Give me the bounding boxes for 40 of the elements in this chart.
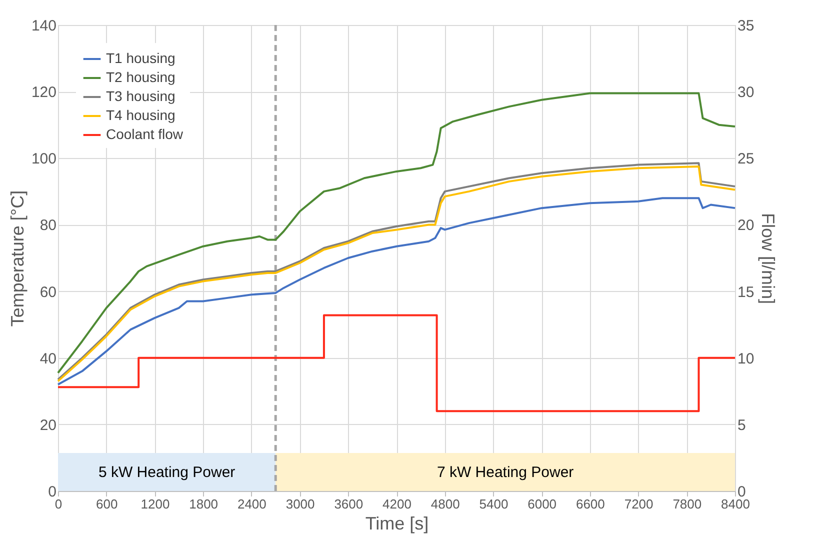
x-tick-label: 4800 [430,496,460,512]
x-tick-label: 5400 [479,496,508,512]
band-label: 7 kW Heating Power [436,464,574,481]
x-tick-label: 3600 [334,496,364,512]
x-axis-title: Time [s] [365,514,429,534]
x-tick-label: 6600 [576,496,605,512]
y2-tick-label: 10 [738,350,754,368]
legend-label: Coolant flow [106,126,184,142]
y2-axis-title: Flow [l/min] [758,212,778,304]
x-tick-label: 4200 [382,496,412,512]
y2-tick-label: 25 [738,150,754,168]
band-label: 5 kW Heating Power [98,464,236,481]
y-tick-label: 40 [40,350,56,368]
y2-tick-label: 15 [738,284,754,301]
y2-tick-label: 35 [738,18,754,34]
y-tick-label: 60 [40,284,56,301]
legend-label: T4 housing [106,107,176,123]
x-tick-label: 2400 [237,496,266,512]
y-tick-label: 120 [31,84,56,102]
y2-tick-label: 20 [738,217,754,234]
x-tick-label: 7200 [624,496,654,512]
line-series [57,197,736,386]
line-series [57,92,736,374]
y-tick-label: 140 [31,18,56,34]
y2-tick-label: 5 [738,416,746,434]
y-tick-label: 0 [48,484,56,500]
legend-label: T3 housing [106,88,176,104]
x-tick-label: 7800 [672,496,702,512]
x-tick-label: 6000 [528,496,557,512]
y-tick-label: 80 [40,217,56,234]
y-tick-label: 20 [40,416,56,434]
x-tick-label: 3000 [286,496,315,512]
legend-label: T1 housing [106,50,176,66]
x-tick-label: 1800 [189,496,218,512]
x-tick-label: 1200 [140,496,170,512]
y2-tick-label: 30 [738,84,754,102]
legend-label: T2 housing [106,69,176,85]
y-axis-title: Temperature [°C] [7,190,28,327]
y-tick-label: 100 [31,150,56,168]
x-tick-label: 600 [96,496,118,512]
